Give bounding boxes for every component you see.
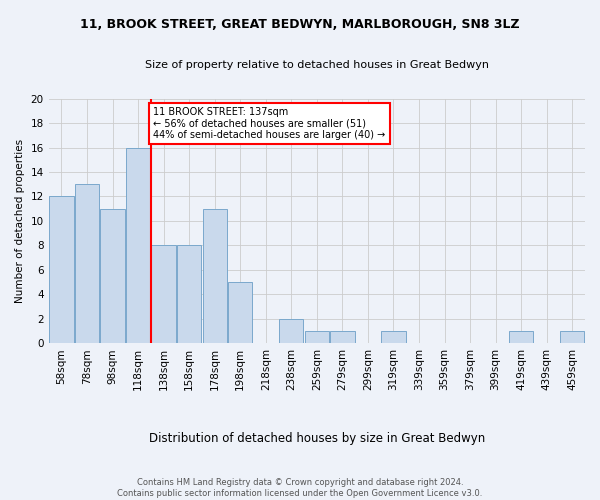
Bar	[49, 196, 74, 344]
Bar	[560, 331, 584, 344]
Bar	[151, 246, 176, 344]
Text: 11 BROOK STREET: 137sqm
← 56% of detached houses are smaller (51)
44% of semi-de: 11 BROOK STREET: 137sqm ← 56% of detache…	[154, 107, 386, 140]
Bar	[203, 208, 227, 344]
Bar	[126, 148, 150, 344]
Bar	[509, 331, 533, 344]
Y-axis label: Number of detached properties: Number of detached properties	[15, 139, 25, 303]
Title: Size of property relative to detached houses in Great Bedwyn: Size of property relative to detached ho…	[145, 60, 489, 70]
Bar	[100, 208, 125, 344]
Bar	[75, 184, 99, 344]
Bar	[177, 246, 201, 344]
Text: Contains HM Land Registry data © Crown copyright and database right 2024.
Contai: Contains HM Land Registry data © Crown c…	[118, 478, 482, 498]
Bar	[228, 282, 253, 344]
Bar	[330, 331, 355, 344]
Bar	[382, 331, 406, 344]
X-axis label: Distribution of detached houses by size in Great Bedwyn: Distribution of detached houses by size …	[149, 432, 485, 445]
Text: 11, BROOK STREET, GREAT BEDWYN, MARLBOROUGH, SN8 3LZ: 11, BROOK STREET, GREAT BEDWYN, MARLBORO…	[80, 18, 520, 30]
Bar	[279, 319, 304, 344]
Bar	[305, 331, 329, 344]
